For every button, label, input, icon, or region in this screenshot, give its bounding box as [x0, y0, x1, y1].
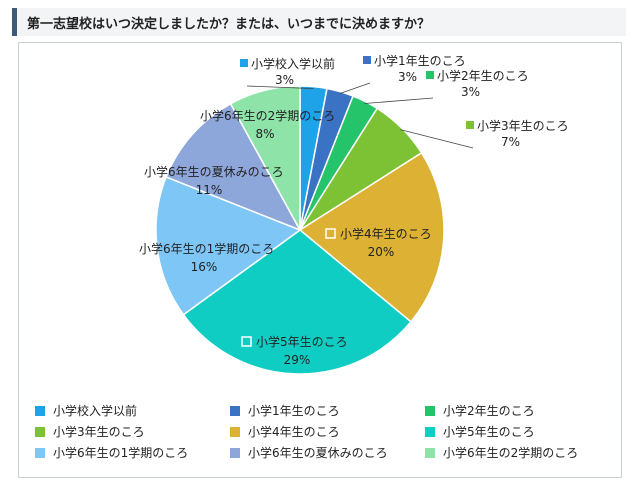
- legend-item: 小学3年生のころ: [35, 424, 145, 439]
- slice-percent-label: 3%: [398, 70, 417, 84]
- slice-category-label: 小学6年生の1学期のころ: [139, 241, 274, 256]
- slice-category-label: 小学5年生のころ: [256, 334, 348, 349]
- legend-swatch: [230, 406, 240, 416]
- label-color-swatch: [466, 121, 474, 129]
- legend-swatch: [425, 448, 435, 458]
- slice-percent-label: 20%: [368, 245, 395, 259]
- legend-label: 小学4年生のころ: [248, 424, 340, 439]
- question-header: 第一志望校はいつ決定しましたか？または、いつまでに決めますか？: [12, 8, 626, 36]
- chart-panel: 小学校入学以前 3% 小学1年生のころ 3% 小学2年生のころ 3% 小学3年生のころ 7% 小…: [18, 42, 622, 478]
- legend-label: 小学2年生のころ: [443, 403, 535, 418]
- legend-item: 小学4年生のころ: [230, 424, 340, 439]
- question-title: 第一志望校はいつ決定しましたか？または、いつまでに決めますか？: [27, 16, 431, 32]
- legend-label: 小学6年生の1学期のころ: [53, 445, 188, 460]
- pie-slice: [182, 229, 413, 375]
- slice-category-label: 小学4年生のころ: [340, 226, 432, 241]
- legend-swatch: [425, 427, 435, 437]
- slice-category-label: 小学6年生の夏休みのころ: [144, 164, 284, 179]
- legend-item: 小学校入学以前: [35, 403, 137, 418]
- slice-percent-label: 11%: [196, 183, 223, 197]
- leader-line: [400, 129, 474, 149]
- label-marker: [185, 110, 196, 121]
- legend-item: 小学6年生の2学期のころ: [425, 445, 578, 460]
- legend-swatch: [230, 448, 240, 458]
- legend-label: 小学3年生のころ: [53, 424, 145, 439]
- slice-category-label: 小学3年生のころ: [477, 118, 569, 133]
- leader-line: [339, 82, 371, 94]
- slice-category-label: 小学2年生のころ: [437, 68, 529, 83]
- legend-label: 小学5年生のころ: [443, 424, 535, 439]
- pie-chart: 小学校入学以前 3% 小学1年生のころ 3% 小学2年生のころ 3% 小学3年生のころ 7% 小…: [35, 53, 578, 460]
- slice-percent-label: 16%: [191, 260, 218, 274]
- slice-category-label: 小学6年生の2学期のころ: [200, 108, 335, 123]
- label-marker: [129, 166, 140, 177]
- legend-item: 小学6年生の夏休みのころ: [230, 445, 388, 460]
- leader-line: [246, 85, 314, 89]
- leader-line: [364, 97, 434, 104]
- legend-label: 小学校入学以前: [53, 403, 137, 418]
- legend-label: 小学6年生の夏休みのころ: [248, 445, 388, 460]
- slice-percent-label: 3%: [275, 73, 294, 87]
- legend-swatch: [35, 427, 45, 437]
- slice-percent-label: 8%: [255, 127, 274, 141]
- legend-swatch: [230, 427, 240, 437]
- legend-swatch: [35, 448, 45, 458]
- slice-percent-label: 7%: [501, 135, 520, 149]
- slice-category-label: 小学1年生のころ: [374, 53, 466, 68]
- label-color-swatch: [363, 56, 371, 64]
- label-color-swatch: [240, 59, 248, 67]
- pie-slice: [155, 176, 302, 316]
- slice-percent-label: 3%: [461, 85, 480, 99]
- legend-item: 小学6年生の1学期のころ: [35, 445, 188, 460]
- pie-slice: [298, 151, 445, 323]
- legend-item: 小学1年生のころ: [230, 403, 340, 418]
- label-color-swatch: [426, 71, 434, 79]
- legend-item: 小学5年生のころ: [425, 424, 535, 439]
- label-marker: [325, 228, 336, 239]
- legend-swatch: [35, 406, 45, 416]
- label-marker: [124, 243, 135, 254]
- slice-category-label: 小学校入学以前: [251, 56, 335, 71]
- legend-label: 小学1年生のころ: [248, 403, 340, 418]
- label-marker: [241, 336, 252, 347]
- slice-percent-label: 29%: [284, 353, 311, 367]
- legend-label: 小学6年生の2学期のころ: [443, 445, 578, 460]
- pie-slice: [229, 85, 301, 231]
- legend-swatch: [425, 406, 435, 416]
- legend-item: 小学2年生のころ: [425, 403, 535, 418]
- pie-slice: [165, 102, 302, 232]
